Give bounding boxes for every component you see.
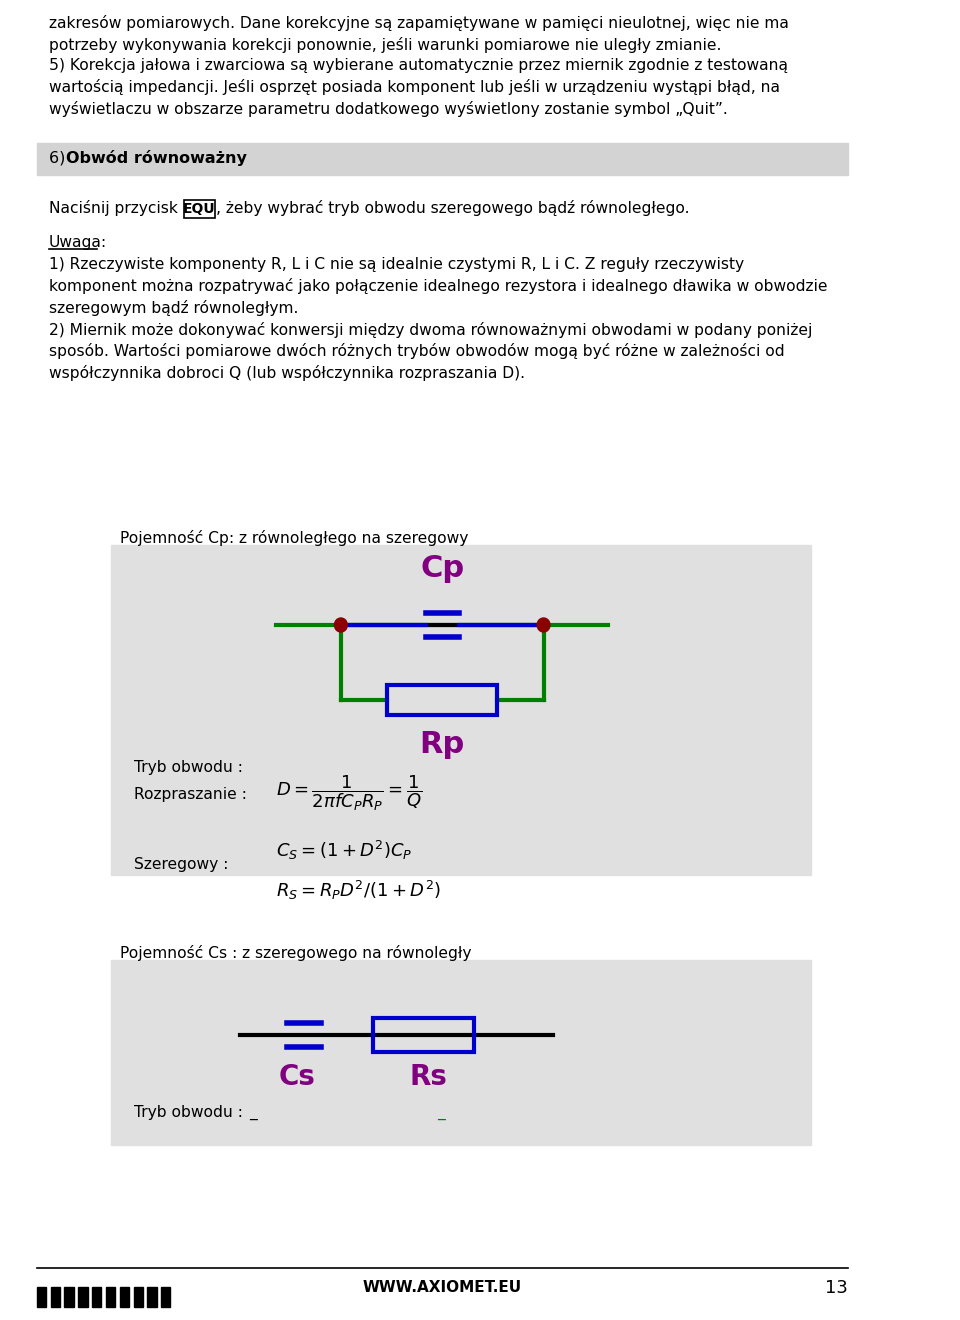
Bar xyxy=(36,1287,46,1307)
Text: 1) Rzeczywiste komponenty R, L i C nie są idealnie czystymi R, L i C. Z reguły r: 1) Rzeczywiste komponenty R, L i C nie s… xyxy=(49,257,828,381)
Text: 6): 6) xyxy=(49,150,70,165)
Bar xyxy=(36,143,848,176)
Text: Rp: Rp xyxy=(420,730,465,759)
Text: Szeregowy :: Szeregowy : xyxy=(133,858,228,873)
Text: Cs: Cs xyxy=(278,1063,315,1092)
Text: _: _ xyxy=(249,1105,256,1119)
Text: zakresów pomiarowych. Dane korekcyjne są zapamiętywane w pamięci nieulotnej, wię: zakresów pomiarowych. Dane korekcyjne są… xyxy=(49,15,789,117)
Text: $D = \dfrac{1}{2\pi f C_P R_P} = \dfrac{1}{Q}$: $D = \dfrac{1}{2\pi f C_P R_P} = \dfrac{… xyxy=(276,774,422,813)
Bar xyxy=(184,201,215,218)
Text: 13: 13 xyxy=(825,1279,848,1298)
Circle shape xyxy=(334,618,348,632)
Text: Cp: Cp xyxy=(420,554,465,583)
Bar xyxy=(79,1287,87,1307)
Text: WWW.AXIOMET.EU: WWW.AXIOMET.EU xyxy=(363,1280,522,1295)
Text: Pojemność Cs : z szeregowego na równoległy: Pojemność Cs : z szeregowego na równoleg… xyxy=(120,945,471,961)
Bar xyxy=(64,1287,74,1307)
Text: Obwód równoważny: Obwód równoważny xyxy=(66,150,248,166)
Bar xyxy=(110,545,811,875)
Bar xyxy=(148,1287,156,1307)
Circle shape xyxy=(537,618,550,632)
Bar xyxy=(373,1018,474,1052)
Text: Pojemność Cp: z równoległego na szeregowy: Pojemność Cp: z równoległego na szeregow… xyxy=(120,531,468,546)
Text: _: _ xyxy=(438,1105,445,1119)
Text: EQU: EQU xyxy=(183,202,216,216)
Text: $C_S = (1 + D^2) C_P$: $C_S = (1 + D^2) C_P$ xyxy=(276,838,413,862)
Bar xyxy=(133,1287,143,1307)
Text: Naciśnij przycisk: Naciśnij przycisk xyxy=(49,201,182,216)
Bar xyxy=(120,1287,129,1307)
Bar xyxy=(51,1287,60,1307)
Bar xyxy=(92,1287,102,1307)
Text: , żeby wybrać tryb obwodu szeregowego bądź równoległego.: , żeby wybrać tryb obwodu szeregowego bą… xyxy=(217,201,690,216)
Text: Tryb obwodu :: Tryb obwodu : xyxy=(133,760,243,775)
Text: Rs: Rs xyxy=(410,1063,447,1092)
Text: Tryb obwodu :: Tryb obwodu : xyxy=(133,1105,243,1119)
Bar xyxy=(110,960,811,1144)
Text: $R_S = R_P D^2 / (1 + D^2)$: $R_S = R_P D^2 / (1 + D^2)$ xyxy=(276,878,442,902)
Bar xyxy=(161,1287,171,1307)
Text: Rozpraszanie :: Rozpraszanie : xyxy=(133,788,247,803)
Bar xyxy=(106,1287,115,1307)
Bar xyxy=(387,685,497,715)
Text: Uwaga:: Uwaga: xyxy=(49,235,107,249)
